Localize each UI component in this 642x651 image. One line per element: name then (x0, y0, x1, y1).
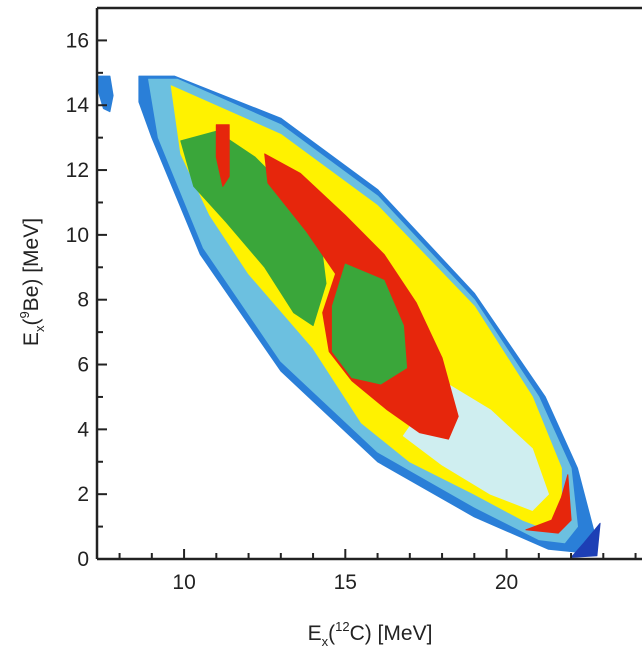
region-left-fragment (98, 75, 114, 113)
y-tick-label: 6 (77, 354, 89, 377)
region-red-streak (215, 124, 230, 187)
region-green-lobe-upper (180, 130, 327, 327)
y-tick-label: 16 (66, 29, 89, 52)
density-regions (98, 75, 601, 558)
axes (95, 6, 642, 561)
y-ticks: 0 2 4 6 8 10 12 14 16 (66, 7, 107, 571)
y-tick-label: 12 (66, 159, 89, 182)
y-tick-label: 10 (66, 224, 89, 247)
y-tick-label: 14 (66, 94, 90, 117)
x-tick-label: 10 (172, 571, 195, 594)
y-tick-label: 4 (77, 418, 89, 441)
y-tick-label: 2 (77, 483, 89, 506)
y-tick-label: 0 (77, 548, 89, 571)
region-red-edge-bottom (525, 474, 572, 534)
x-ticks: 10 15 20 (118, 549, 637, 594)
x-tick-label: 20 (495, 571, 518, 594)
region-green-lobe-lower (331, 263, 408, 385)
x-tick-label: 15 (334, 571, 357, 594)
x-axis-title: Ex(12C) [MeV] (308, 619, 433, 649)
y-axis-title: Ex(9Be) [MeV] (17, 218, 47, 346)
y-tick-label: 8 (77, 289, 89, 312)
